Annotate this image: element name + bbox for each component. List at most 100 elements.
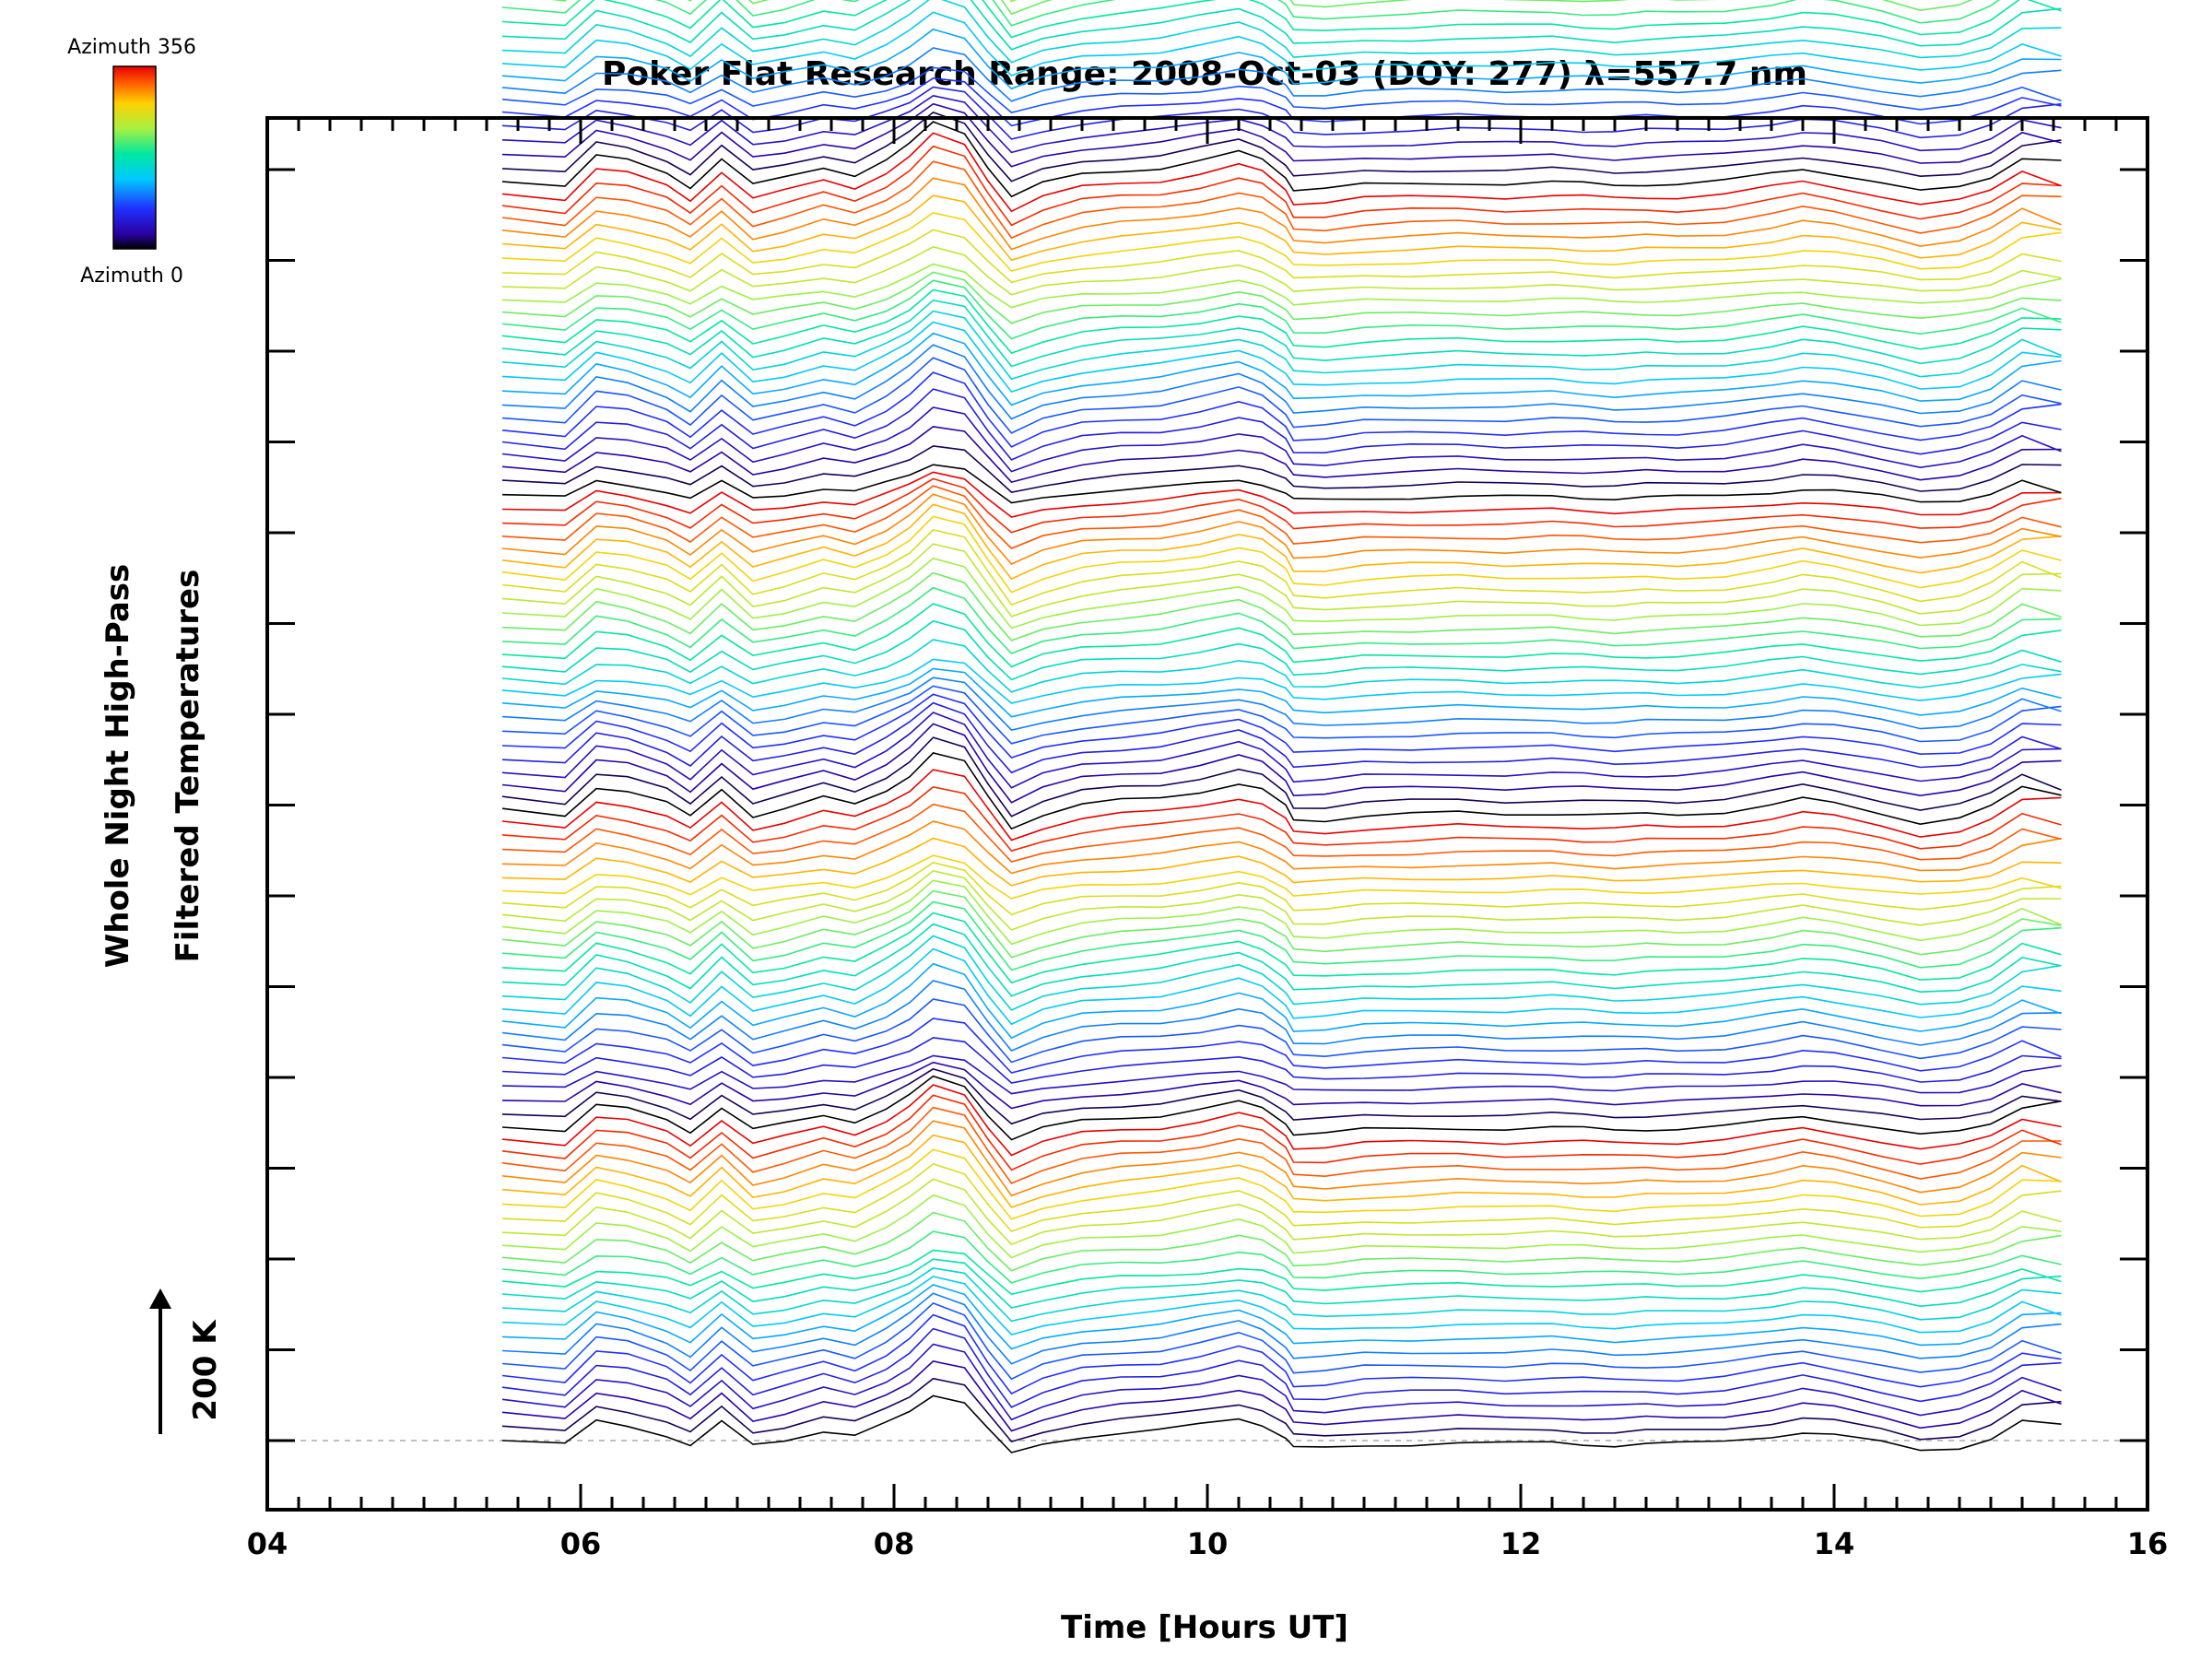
series-line <box>501 445 2062 493</box>
series-line <box>501 1084 2062 1157</box>
series-line <box>501 1018 2062 1074</box>
series-line <box>501 1148 2062 1220</box>
colorbar <box>112 65 157 250</box>
series-line <box>501 477 2062 534</box>
scale-bar-label: 200 K <box>187 1319 224 1421</box>
series-line <box>501 935 2062 1011</box>
series-line <box>501 66 2062 113</box>
x-tick-label: 04 <box>247 1526 288 1561</box>
series-line <box>501 344 2062 420</box>
series-line <box>501 1178 2062 1246</box>
series-line <box>501 998 2062 1064</box>
series-line <box>501 1276 2062 1335</box>
series-line <box>501 1249 2062 1296</box>
series-line <box>501 701 2062 774</box>
series-line <box>501 1094 2062 1171</box>
series-line <box>501 406 2062 473</box>
series-line <box>501 1284 2062 1350</box>
series-line <box>501 229 2062 284</box>
series-line <box>501 1211 2062 1272</box>
series-line <box>501 736 2062 818</box>
series-line <box>501 245 2062 296</box>
series-line <box>501 426 2062 483</box>
colorbar-bottom-label: Azimuth 0 <box>80 265 183 288</box>
series-line <box>501 603 2062 668</box>
series-line <box>501 464 2062 504</box>
series-lines <box>501 0 2062 1453</box>
series-line <box>501 1301 2062 1381</box>
series-line <box>501 557 2062 629</box>
series-line <box>501 121 2062 198</box>
y-axis-label-line2: Filtered Temperatures <box>170 570 206 963</box>
series-line <box>501 1230 2062 1284</box>
y-axis-label-line1: Whole Night High-Pass <box>100 564 136 969</box>
series-line <box>501 900 2062 971</box>
x-tick-label: 16 <box>2127 1526 2169 1561</box>
series-line <box>501 279 2062 340</box>
series-line <box>501 471 2062 518</box>
series-line <box>501 132 2062 213</box>
series-line <box>501 543 2062 618</box>
series-line <box>501 388 2062 461</box>
series-line <box>501 677 2062 731</box>
series-line <box>501 371 2062 448</box>
x-tick-label: 10 <box>1187 1526 1229 1561</box>
x-tick-label: 08 <box>874 1526 915 1561</box>
series-line <box>501 923 2062 997</box>
axis-ticks <box>265 118 2149 1510</box>
series-line <box>501 658 2062 704</box>
series-line <box>501 861 2062 916</box>
series-line <box>501 1075 2062 1141</box>
series-line <box>501 639 2062 693</box>
series-line <box>501 0 2062 64</box>
series-line <box>501 503 2062 581</box>
series-line <box>501 667 2062 718</box>
chart-title: Poker Flat Research Range: 2008-Oct-03 (… <box>602 55 1807 93</box>
series-line <box>501 786 2062 853</box>
series-line <box>501 1267 2062 1323</box>
plot-area <box>265 0 2149 1512</box>
series-line <box>501 962 2062 1040</box>
series-line <box>501 1343 2062 1421</box>
series-line <box>501 769 2062 841</box>
x-tick-label: 12 <box>1500 1526 1542 1561</box>
series-line <box>501 529 2062 606</box>
series-line <box>501 321 2062 394</box>
x-tick-label: 14 <box>1814 1526 1855 1561</box>
series-line <box>501 0 2001 27</box>
series-line <box>501 947 2062 1026</box>
series-line <box>501 586 2062 654</box>
series-line <box>501 571 2062 641</box>
series-line <box>501 1327 2062 1408</box>
series-line <box>501 1258 2062 1309</box>
series-line <box>501 1106 2062 1184</box>
series-line <box>501 194 2062 262</box>
scale-bar-arrow-head <box>149 1288 171 1309</box>
series-line <box>501 485 2062 549</box>
series-line <box>501 177 2062 251</box>
series-line <box>501 357 2062 434</box>
series-line <box>501 1394 2062 1453</box>
series-line <box>501 854 2062 900</box>
series-line <box>501 111 2062 182</box>
series-line <box>501 212 2062 272</box>
series-line <box>501 619 2062 681</box>
series-line <box>501 263 2062 309</box>
series-line <box>501 870 2062 931</box>
series-line <box>501 0 2062 39</box>
series-line <box>501 712 2062 789</box>
series-line <box>501 820 2062 875</box>
series-line <box>501 1292 2062 1365</box>
series-line <box>501 1163 2062 1233</box>
series-line <box>501 912 2062 984</box>
series-line <box>501 288 2062 355</box>
series-line <box>501 723 2062 804</box>
x-tick-label: 06 <box>560 1526 602 1561</box>
series-line <box>501 94 2062 154</box>
series-line <box>501 1061 2062 1110</box>
series-line <box>501 28 2062 90</box>
series-line <box>501 493 2062 565</box>
series-line <box>501 271 2062 324</box>
series-line <box>501 0 2062 51</box>
